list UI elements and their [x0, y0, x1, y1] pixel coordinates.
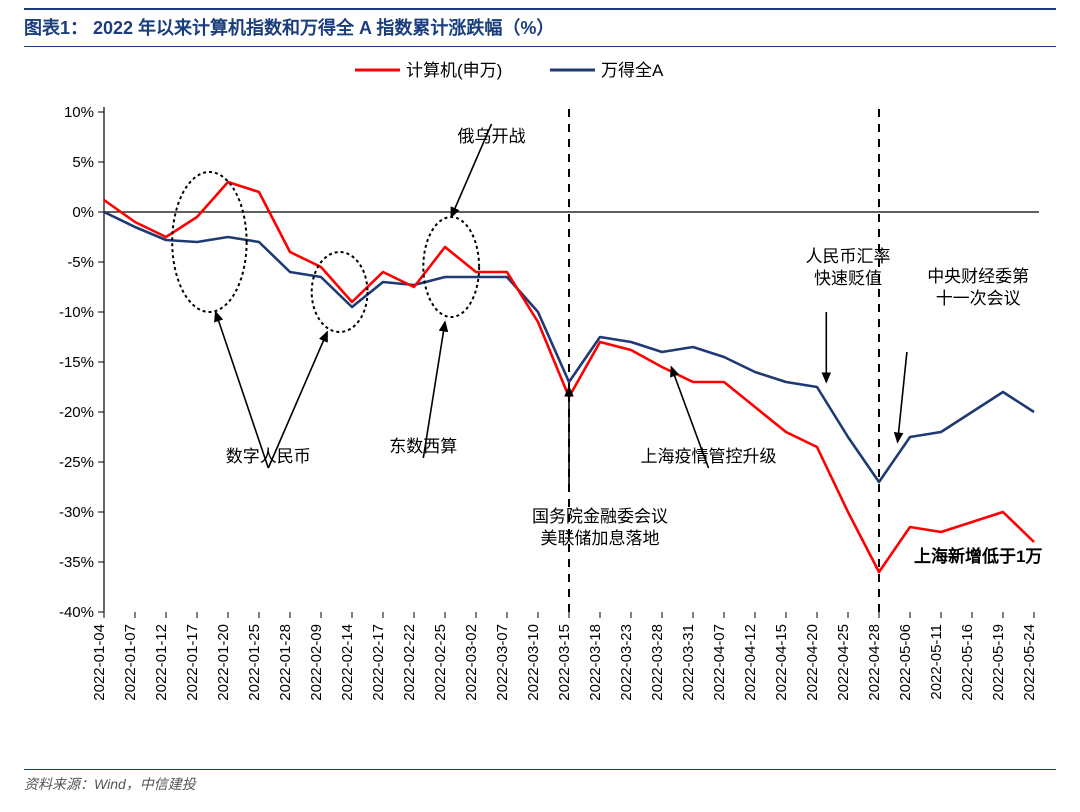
svg-text:2022-01-07: 2022-01-07: [122, 624, 139, 701]
svg-text:2022-01-28: 2022-01-28: [277, 624, 294, 701]
svg-text:10%: 10%: [64, 104, 94, 121]
svg-text:上海新增低于1万: 上海新增低于1万: [914, 546, 1042, 566]
svg-text:0%: 0%: [72, 204, 94, 221]
svg-text:-20%: -20%: [59, 404, 94, 421]
svg-text:美联储加息落地: 美联储加息落地: [541, 529, 660, 548]
svg-text:-5%: -5%: [67, 254, 94, 271]
svg-text:2022-03-31: 2022-03-31: [680, 624, 697, 701]
svg-text:2022-03-18: 2022-03-18: [587, 624, 604, 701]
svg-text:2022-05-19: 2022-05-19: [990, 624, 1007, 701]
svg-text:中央财经委第: 中央财经委第: [927, 267, 1029, 286]
svg-text:2022-01-25: 2022-01-25: [246, 624, 263, 701]
svg-text:-10%: -10%: [59, 304, 94, 321]
svg-text:上海疫情管控升级: 上海疫情管控升级: [641, 447, 777, 466]
svg-text:万得全A: 万得全A: [601, 61, 664, 80]
svg-text:2022-05-16: 2022-05-16: [959, 624, 976, 701]
svg-text:-25%: -25%: [59, 454, 94, 471]
chart-footer: 资料来源：Wind，中信建投: [24, 769, 1056, 794]
svg-text:-30%: -30%: [59, 504, 94, 521]
chart-title-bar: 图表1： 2022 年以来计算机指数和万得全 A 指数累计涨跌幅（%）: [24, 8, 1056, 47]
svg-text:-35%: -35%: [59, 554, 94, 571]
svg-text:2022-05-11: 2022-05-11: [928, 624, 945, 700]
svg-text:2022-02-14: 2022-02-14: [339, 624, 356, 701]
svg-text:2022-04-28: 2022-04-28: [866, 624, 883, 701]
svg-text:2022-03-02: 2022-03-02: [463, 624, 480, 701]
svg-text:国务院金融委会议: 国务院金融委会议: [532, 507, 668, 526]
chart-source: 资料来源：Wind，中信建投: [24, 776, 196, 792]
svg-text:2022-03-23: 2022-03-23: [618, 624, 635, 701]
chart-svg: 计算机(申万) 万得全A -40% -35% -30% -25% -20% -15% -10% -…: [24, 52, 1056, 756]
svg-text:2022-02-25: 2022-02-25: [432, 624, 449, 701]
svg-text:2022-02-22: 2022-02-22: [401, 624, 418, 701]
svg-text:2022-01-04: 2022-01-04: [91, 624, 108, 701]
svg-text:-40%: -40%: [59, 604, 94, 621]
svg-text:2022-05-06: 2022-05-06: [897, 624, 914, 701]
svg-text:2022-01-20: 2022-01-20: [215, 624, 232, 701]
line-chart: 计算机(申万) 万得全A -40% -35% -30% -25% -20% -15% -10% -…: [24, 52, 1056, 756]
svg-text:2022-04-07: 2022-04-07: [711, 624, 728, 701]
svg-text:-15%: -15%: [59, 354, 94, 371]
svg-text:2022-04-20: 2022-04-20: [804, 624, 821, 701]
svg-text:数字人民币: 数字人民币: [226, 447, 311, 466]
svg-text:十一次会议: 十一次会议: [936, 289, 1021, 308]
svg-text:2022-03-07: 2022-03-07: [494, 624, 511, 701]
svg-text:2022-03-10: 2022-03-10: [525, 624, 542, 701]
svg-text:2022-01-12: 2022-01-12: [153, 624, 170, 701]
svg-text:2022-02-09: 2022-02-09: [308, 624, 325, 701]
svg-text:5%: 5%: [72, 154, 94, 171]
svg-text:2022-01-17: 2022-01-17: [184, 624, 201, 701]
svg-text:2022-05-24: 2022-05-24: [1021, 624, 1038, 701]
svg-text:计算机(申万): 计算机(申万): [406, 61, 502, 80]
svg-text:2022-03-15: 2022-03-15: [556, 624, 573, 701]
svg-text:2022-04-15: 2022-04-15: [773, 624, 790, 701]
svg-text:人民币汇率: 人民币汇率: [806, 247, 891, 266]
svg-text:2022-04-25: 2022-04-25: [835, 624, 852, 701]
svg-text:快速贬值: 快速贬值: [814, 269, 882, 288]
svg-text:2022-02-17: 2022-02-17: [370, 624, 387, 701]
svg-text:2022-04-12: 2022-04-12: [742, 624, 759, 701]
svg-text:2022-03-28: 2022-03-28: [649, 624, 666, 701]
svg-text:俄乌开战: 俄乌开战: [458, 127, 526, 146]
chart-title: 图表1： 2022 年以来计算机指数和万得全 A 指数累计涨跌幅（%）: [24, 18, 554, 38]
